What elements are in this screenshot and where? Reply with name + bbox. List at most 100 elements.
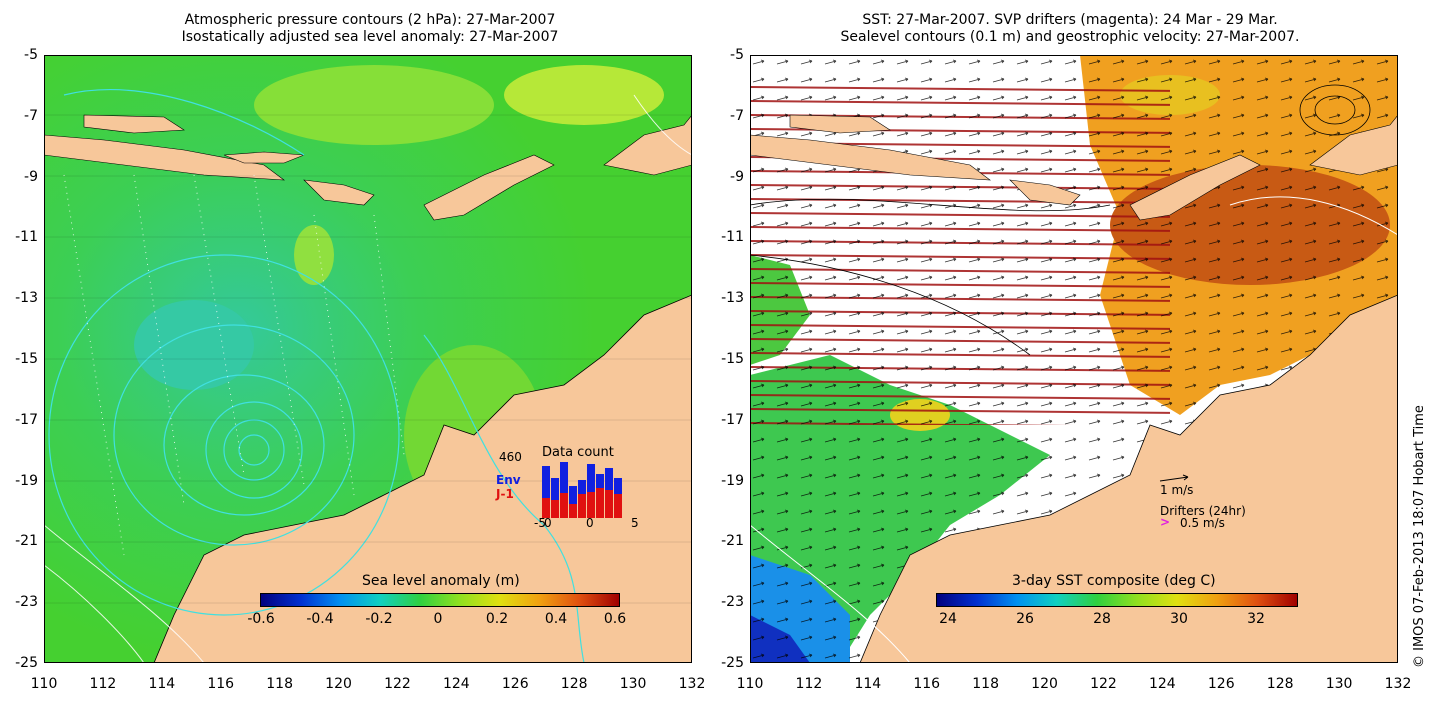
y-tick-label: -7 [730, 107, 744, 124]
inset-legend-env: Env [496, 473, 521, 487]
x-tick-label: 120 [325, 676, 352, 692]
right-colorbar-title: 3-day SST composite (deg C) [1012, 573, 1216, 589]
left-colorbar [260, 593, 620, 607]
x-tick-label: 126 [1207, 676, 1235, 692]
left-title-line2: Isostatically adjusted sea level anomaly… [181, 29, 559, 45]
y-tick-label: -9 [24, 168, 38, 185]
y-tick-label: -17 [15, 411, 38, 428]
australia-land [859, 294, 1398, 663]
white-contours [44, 94, 692, 663]
anomaly-high [504, 65, 664, 125]
island [789, 114, 891, 134]
right-cbar-tick: 28 [1093, 611, 1111, 627]
y-tick-label: -13 [721, 290, 744, 307]
x-tick-label: 110 [30, 676, 58, 692]
y-tick-label: -7 [24, 107, 38, 124]
drifters-label: Drifters (24hr) [1160, 504, 1246, 518]
inset-title: Data count [542, 445, 614, 460]
x-tick-label: 128 [560, 676, 588, 692]
right-panel-title: SST: 27-Mar-2007. SVP drifters (magenta)… [740, 12, 1400, 46]
y-tick-label: -13 [15, 290, 38, 307]
inset-count: 460 [499, 450, 522, 464]
x-tick-label: 116 [913, 676, 941, 692]
australia-land [153, 294, 692, 663]
sea-level-map [44, 55, 692, 663]
right-cbar-tick: 26 [1016, 611, 1034, 627]
y-tick-label: -5 [730, 47, 744, 63]
left-cbar-tick: -0.4 [306, 611, 334, 627]
x-tick-label: 130 [619, 676, 647, 692]
left-title-line1: Atmospheric pressure contours (2 hPa): 2… [184, 12, 556, 28]
x-tick-label: 132 [1384, 676, 1412, 692]
left-panel-title: Atmospheric pressure contours (2 hPa): 2… [60, 12, 680, 46]
right-title-line2: Sealevel contours (0.1 m) and geostrophi… [840, 29, 1300, 45]
y-tick-label: -23 [15, 594, 38, 611]
x-tick-label: 122 [1090, 676, 1117, 692]
island [223, 151, 305, 164]
right-colorbar [936, 593, 1298, 607]
y-tick-label: -15 [15, 351, 38, 367]
x-tick-label: 114 [148, 676, 176, 692]
satellite-tracks [63, 174, 405, 556]
sea-level-contours [750, 84, 1371, 356]
anomaly-high [294, 225, 334, 285]
inset-xtick: -5 [534, 516, 546, 530]
java-island [750, 134, 991, 181]
white-contours [750, 196, 1398, 663]
sumba-island [1009, 179, 1081, 206]
x-tick-label: 118 [972, 676, 999, 692]
x-tick-label: 110 [736, 676, 764, 692]
right-cbar-tick: 30 [1170, 611, 1188, 627]
pressure-contours [48, 89, 585, 663]
left-cbar-tick: -0.6 [247, 611, 275, 627]
inset-xtick: 0 [544, 516, 552, 530]
y-tick-label: -11 [15, 229, 38, 246]
y-tick-label: -23 [721, 594, 744, 611]
copyright-text: © IMOS 07-Feb-2013 18:07 Hobart Time [1412, 405, 1427, 668]
anomaly-high [254, 65, 494, 145]
anomaly-low [134, 300, 254, 390]
y-tick-label: -9 [730, 168, 744, 185]
y-tick-label: -21 [15, 533, 38, 550]
island [1309, 114, 1398, 176]
island [603, 114, 692, 176]
x-tick-label: 112 [795, 676, 823, 692]
y-tick-label: -21 [721, 533, 744, 550]
drifters-speed: 0.5 m/s [1180, 516, 1225, 530]
x-tick-label: 126 [501, 676, 529, 692]
inset-legend-j1: J-1 [496, 487, 514, 501]
y-tick-label: -25 [15, 655, 38, 671]
right-title-line1: SST: 27-Mar-2007. SVP drifters (magenta)… [862, 12, 1278, 28]
y-tick-label: -11 [721, 229, 744, 246]
x-tick-label: 112 [89, 676, 117, 692]
x-tick-label: 116 [207, 676, 235, 692]
y-tick-label: -25 [721, 655, 744, 671]
y-tick-label: -17 [721, 411, 744, 428]
left-cbar-tick: 0.4 [544, 611, 568, 627]
inset-xtick: 5 [631, 516, 639, 530]
java-island [44, 134, 285, 181]
right-cbar-tick: 24 [939, 611, 957, 627]
velocity-scale-label: 1 m/s [1160, 483, 1194, 497]
left-map: 460 Data count Env J-1 -5 0 0 5 Sea leve… [44, 55, 692, 663]
left-cbar-tick: 0.6 [603, 611, 627, 627]
left-cbar-tick: 0 [433, 611, 443, 627]
x-tick-label: 128 [1266, 676, 1294, 692]
x-tick-label: 124 [1148, 676, 1176, 692]
y-tick-label: -5 [24, 47, 38, 63]
x-tick-label: 124 [442, 676, 470, 692]
x-tick-label: 122 [384, 676, 411, 692]
left-frame [44, 55, 692, 663]
right-map: 1 m/s Drifters (24hr) > 0.5 m/s 3-day SS… [750, 55, 1398, 663]
timor-island [1129, 154, 1261, 221]
sumba-island [303, 179, 375, 206]
inset-xtick: 0 [586, 516, 594, 530]
y-tick-label: -19 [721, 472, 744, 489]
timor-island [423, 154, 555, 221]
left-colorbar-title: Sea level anomaly (m) [362, 573, 520, 589]
data-count-histogram [542, 462, 622, 518]
histogram-bars [542, 462, 622, 518]
left-cbar-tick: 0.2 [485, 611, 509, 627]
drifter-marker-icon: > [1160, 515, 1171, 529]
island [83, 114, 185, 134]
